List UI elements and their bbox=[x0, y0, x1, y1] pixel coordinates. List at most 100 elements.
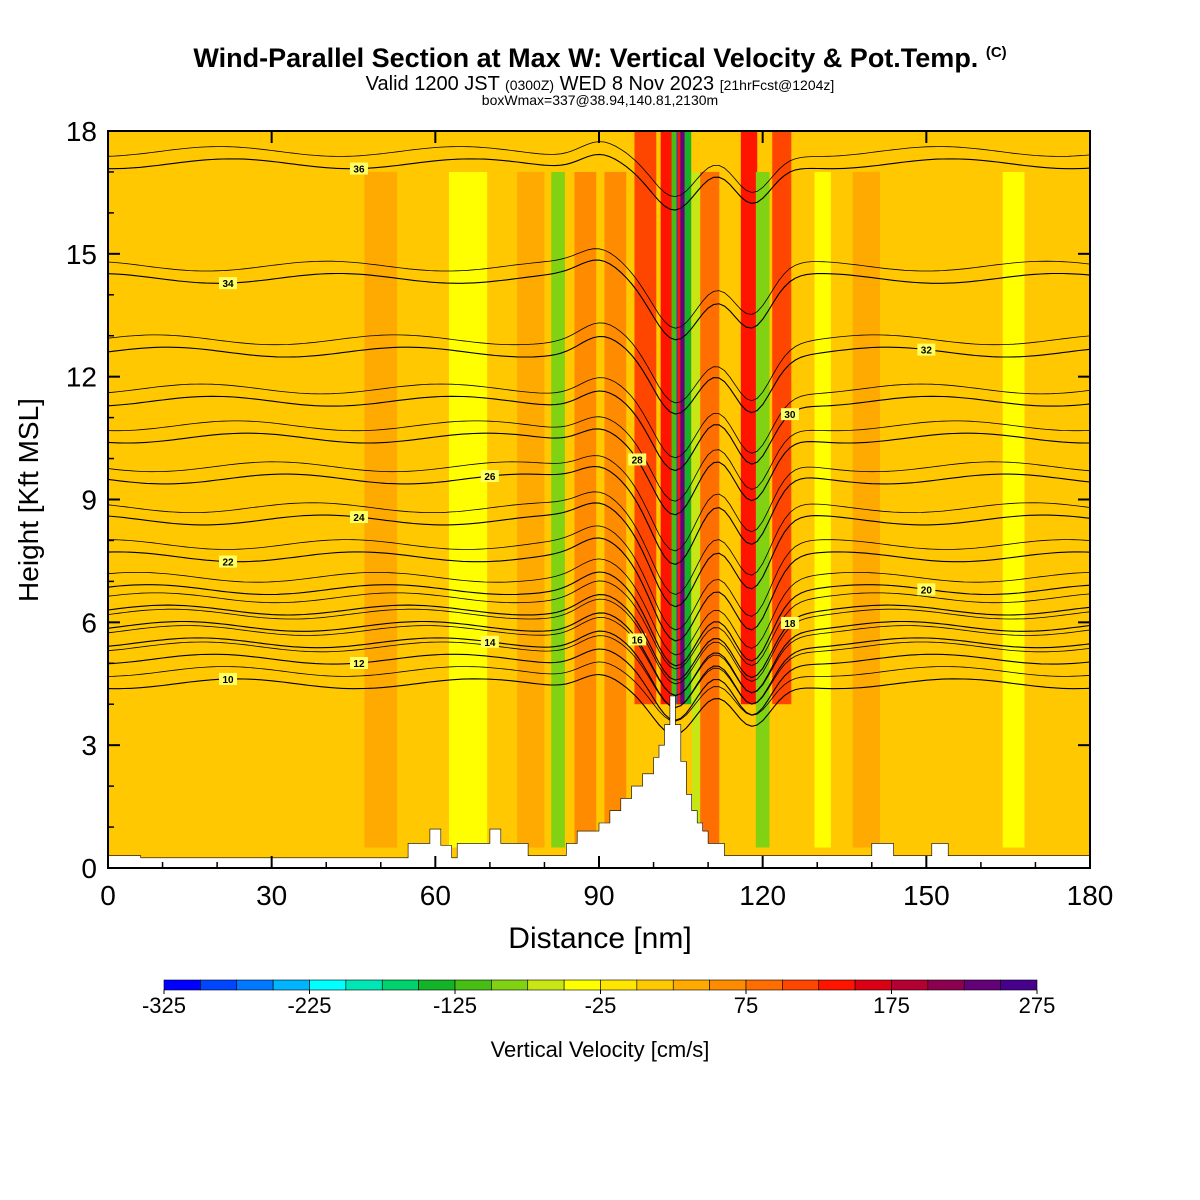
theta-contour-minor-24 bbox=[108, 491, 1090, 595]
colorbar-swatch-4 bbox=[309, 979, 347, 991]
theta-label-16: 16 bbox=[632, 635, 644, 646]
colorbar-swatch-22 bbox=[963, 979, 1001, 991]
theta-label-34: 34 bbox=[222, 279, 234, 290]
y-tick-label-18: 18 bbox=[66, 116, 97, 147]
colorbar-swatch-23 bbox=[1000, 979, 1038, 991]
theta-label-10: 10 bbox=[222, 675, 234, 686]
theta-label-22: 22 bbox=[222, 558, 234, 569]
theta-label-bg-22 bbox=[219, 555, 238, 568]
theta-label-12: 12 bbox=[353, 659, 365, 670]
x-tick-label-90: 90 bbox=[583, 880, 614, 911]
theta-contour-minor-18 bbox=[108, 580, 1090, 670]
theta-contour-30 bbox=[108, 390, 1090, 472]
y-tick-label-12: 12 bbox=[66, 362, 97, 393]
colorbar-swatch-9 bbox=[491, 979, 529, 991]
colorbar-swatch-0 bbox=[163, 979, 201, 991]
theta-label-bg-16 bbox=[628, 633, 647, 646]
velocity-band-14 bbox=[517, 171, 545, 848]
colorbar-tick-label-175: 175 bbox=[873, 993, 910, 1018]
theta-label-36: 36 bbox=[353, 165, 365, 176]
y-tick-label-15: 15 bbox=[66, 239, 97, 270]
colorbar-swatch-18 bbox=[818, 979, 856, 991]
colorbar-swatch-21 bbox=[927, 979, 965, 991]
velocity-band-5 bbox=[660, 131, 672, 705]
velocity-band-4 bbox=[680, 131, 685, 705]
y-axis-label: Height [Kft MSL] bbox=[13, 398, 44, 602]
theta-label-18: 18 bbox=[784, 619, 796, 630]
theta-contours: 10 12 14 16 18 20 22 24 26 28 30 32 34 36 bbox=[108, 141, 1090, 736]
chart-subtitle: Valid 1200 JST (0300Z) WED 8 Nov 2023 [2… bbox=[365, 73, 835, 95]
theta-contour-12 bbox=[108, 648, 1090, 721]
chart-title: Wind-Parallel Section at Max W: Vertical… bbox=[193, 43, 1007, 73]
theta-contour-22 bbox=[108, 537, 1090, 642]
velocity-band-edge-4 bbox=[677, 131, 681, 705]
theta-contour-10 bbox=[108, 673, 1090, 736]
theta-contour-24 bbox=[108, 502, 1090, 608]
theta-label-bg-34 bbox=[219, 277, 238, 290]
y-tick-label-3: 3 bbox=[81, 730, 97, 761]
theta-label-bg-32 bbox=[917, 343, 936, 356]
theta-label-24: 24 bbox=[353, 513, 365, 524]
colorbar-swatch-11 bbox=[563, 979, 601, 991]
velocity-band-7 bbox=[740, 131, 758, 705]
terrain bbox=[108, 695, 1090, 868]
y-tick-label-0: 0 bbox=[81, 853, 97, 884]
velocity-band-13 bbox=[551, 171, 565, 848]
theta-label-bg-12 bbox=[349, 657, 368, 670]
velocity-background bbox=[108, 131, 1090, 868]
terrain-profile bbox=[108, 695, 1090, 868]
colorbar-swatch-1 bbox=[200, 979, 238, 991]
colorbar-swatch-19 bbox=[854, 979, 892, 991]
theta-label-bg-20 bbox=[917, 583, 936, 596]
colorbar-swatch-12 bbox=[600, 979, 638, 991]
theta-contour-18 bbox=[108, 594, 1090, 681]
x-axis-label: Distance [nm] bbox=[508, 922, 692, 955]
velocity-band-6 bbox=[700, 171, 720, 848]
theta-contour-34 bbox=[108, 259, 1090, 341]
colorbar-tick-label-275: 275 bbox=[1019, 993, 1056, 1018]
theta-label-30: 30 bbox=[784, 410, 796, 421]
velocity-field bbox=[108, 131, 1090, 868]
colorbar-swatch-10 bbox=[527, 979, 565, 991]
colorbar-swatch-6 bbox=[381, 979, 419, 991]
theta-label-bg-26 bbox=[480, 470, 499, 483]
velocity-band-18 bbox=[814, 171, 831, 848]
colorbar: -325 -225 -125 -25 75 175 275 bbox=[142, 979, 1056, 1018]
velocity-band-11 bbox=[604, 171, 627, 848]
x-tick-label-60: 60 bbox=[420, 880, 451, 911]
theta-contour-minor-22 bbox=[108, 525, 1090, 631]
y-tick-label-6: 6 bbox=[81, 607, 97, 638]
colorbar-swatch-8 bbox=[454, 979, 492, 991]
x-tick-label-180: 180 bbox=[1067, 880, 1114, 911]
colorbar-swatch-2 bbox=[236, 979, 274, 991]
colorbar-swatch-5 bbox=[345, 979, 383, 991]
theta-label-32: 32 bbox=[921, 346, 933, 357]
velocity-band-12 bbox=[574, 171, 597, 848]
theta-label-bg-10 bbox=[219, 672, 238, 685]
theta-label-20: 20 bbox=[921, 585, 933, 596]
colorbar-swatch-3 bbox=[272, 979, 310, 991]
copyright-mark: (C) bbox=[985, 44, 1007, 61]
theta-contour-minor-14 bbox=[108, 616, 1090, 696]
x-tick-label-120: 120 bbox=[739, 880, 786, 911]
theta-contour-minor-28 bbox=[108, 416, 1090, 502]
velocity-band-20 bbox=[1002, 171, 1025, 848]
theta-label-bg-28 bbox=[628, 453, 647, 466]
colorbar-tick-label--225: -225 bbox=[287, 993, 331, 1018]
velocity-band-15 bbox=[448, 171, 488, 848]
theta-contour-minor-32 bbox=[108, 322, 1090, 404]
x-tick-label-150: 150 bbox=[903, 880, 950, 911]
colorbar-swatch-17 bbox=[782, 979, 820, 991]
colorbar-tick-label-75: 75 bbox=[734, 993, 758, 1018]
theta-contour-minor-20 bbox=[108, 558, 1090, 656]
colorbar-swatch-13 bbox=[636, 979, 674, 991]
theta-contour-14 bbox=[108, 630, 1090, 709]
theta-label-bg-24 bbox=[349, 511, 368, 524]
theta-contour-16 bbox=[108, 612, 1090, 697]
theta-contour-28 bbox=[108, 428, 1090, 516]
velocity-band-16 bbox=[364, 171, 398, 848]
colorbar-swatch-14 bbox=[672, 979, 710, 991]
theta-contour-minor-30 bbox=[108, 377, 1090, 459]
